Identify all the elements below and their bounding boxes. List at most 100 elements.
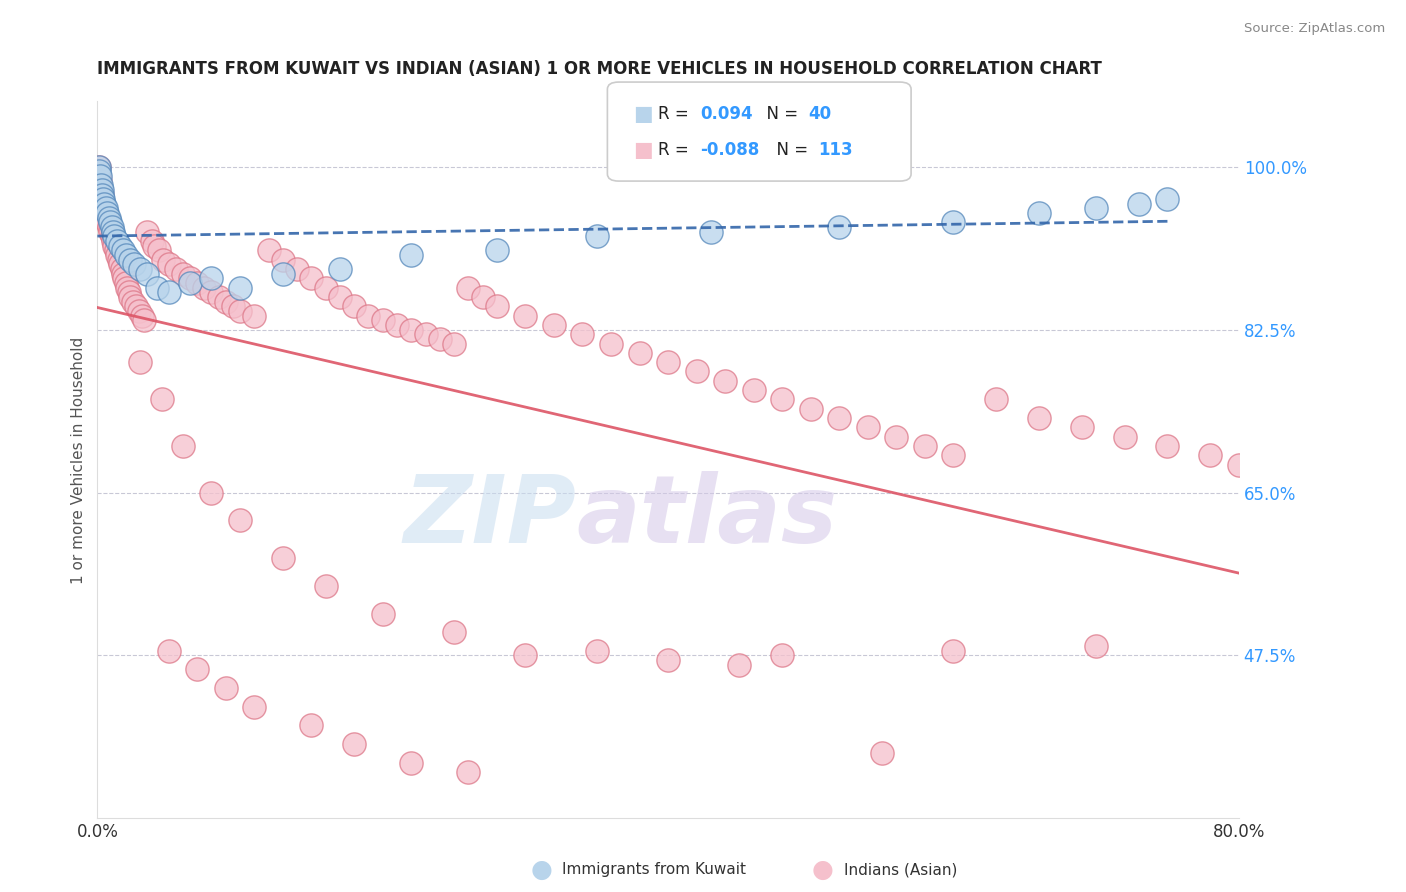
- Point: [714, 374, 737, 388]
- Point: [343, 737, 366, 751]
- Point: [942, 448, 965, 462]
- Point: [399, 322, 422, 336]
- Point: [1156, 439, 1178, 453]
- Point: [122, 294, 145, 309]
- Point: [1085, 202, 1108, 216]
- Point: [515, 309, 537, 323]
- Point: [157, 257, 180, 271]
- Point: [357, 309, 380, 323]
- Point: [1156, 192, 1178, 206]
- Point: [222, 299, 245, 313]
- Point: [585, 644, 607, 658]
- Point: [89, 164, 111, 178]
- Point: [94, 202, 117, 216]
- Point: [157, 285, 180, 300]
- Text: ■: ■: [633, 104, 652, 124]
- Point: [93, 206, 115, 220]
- Point: [329, 290, 352, 304]
- Point: [91, 202, 114, 216]
- Point: [165, 262, 187, 277]
- Point: [1199, 448, 1222, 462]
- Point: [157, 644, 180, 658]
- Point: [91, 196, 114, 211]
- Text: R =: R =: [658, 141, 695, 159]
- Point: [215, 294, 238, 309]
- Point: [585, 229, 607, 244]
- Point: [118, 285, 141, 300]
- Point: [87, 169, 110, 183]
- Text: N =: N =: [766, 141, 814, 159]
- Text: 40: 40: [808, 105, 831, 123]
- Point: [105, 234, 128, 248]
- Point: [229, 280, 252, 294]
- Point: [104, 244, 127, 258]
- Text: ●: ●: [811, 858, 834, 881]
- Point: [571, 327, 593, 342]
- Point: [207, 290, 229, 304]
- Point: [1070, 420, 1092, 434]
- Point: [146, 280, 169, 294]
- Point: [1114, 430, 1136, 444]
- Point: [179, 271, 201, 285]
- Point: [657, 355, 679, 369]
- Point: [90, 183, 112, 197]
- Point: [700, 225, 723, 239]
- Point: [657, 653, 679, 667]
- Point: [271, 267, 294, 281]
- Point: [828, 220, 851, 235]
- Y-axis label: 1 or more Vehicles in Household: 1 or more Vehicles in Household: [72, 336, 86, 583]
- Point: [107, 252, 129, 267]
- Point: [443, 336, 465, 351]
- Point: [371, 607, 394, 621]
- Point: [172, 267, 194, 281]
- Point: [415, 327, 437, 342]
- Point: [136, 225, 159, 239]
- Point: [870, 746, 893, 760]
- Point: [108, 238, 131, 252]
- Point: [115, 276, 138, 290]
- Point: [89, 160, 111, 174]
- Point: [101, 225, 124, 239]
- Point: [120, 252, 142, 267]
- Point: [193, 280, 215, 294]
- Point: [315, 280, 337, 294]
- Point: [98, 215, 121, 229]
- Point: [97, 211, 120, 225]
- Point: [1085, 639, 1108, 653]
- Point: [271, 252, 294, 267]
- Point: [770, 648, 793, 663]
- Text: atlas: atlas: [576, 471, 838, 563]
- Point: [152, 252, 174, 267]
- Point: [115, 248, 138, 262]
- Text: N =: N =: [756, 105, 804, 123]
- Point: [1128, 196, 1150, 211]
- Point: [299, 718, 322, 732]
- Point: [856, 420, 879, 434]
- Point: [399, 248, 422, 262]
- Point: [172, 439, 194, 453]
- Point: [828, 411, 851, 425]
- Point: [108, 257, 131, 271]
- Point: [986, 392, 1008, 407]
- Point: [100, 229, 122, 244]
- Point: [800, 401, 823, 416]
- Point: [457, 764, 479, 779]
- Point: [399, 756, 422, 770]
- Point: [94, 211, 117, 225]
- Point: [89, 173, 111, 187]
- Point: [148, 244, 170, 258]
- Point: [343, 299, 366, 313]
- Point: [285, 262, 308, 277]
- Point: [91, 187, 114, 202]
- Point: [329, 262, 352, 277]
- Point: [125, 299, 148, 313]
- Point: [443, 625, 465, 640]
- Point: [179, 276, 201, 290]
- Point: [1227, 458, 1250, 472]
- Point: [134, 313, 156, 327]
- Point: [103, 229, 125, 244]
- Point: [299, 271, 322, 285]
- Point: [628, 346, 651, 360]
- Text: ●: ●: [530, 858, 553, 881]
- Point: [90, 178, 112, 193]
